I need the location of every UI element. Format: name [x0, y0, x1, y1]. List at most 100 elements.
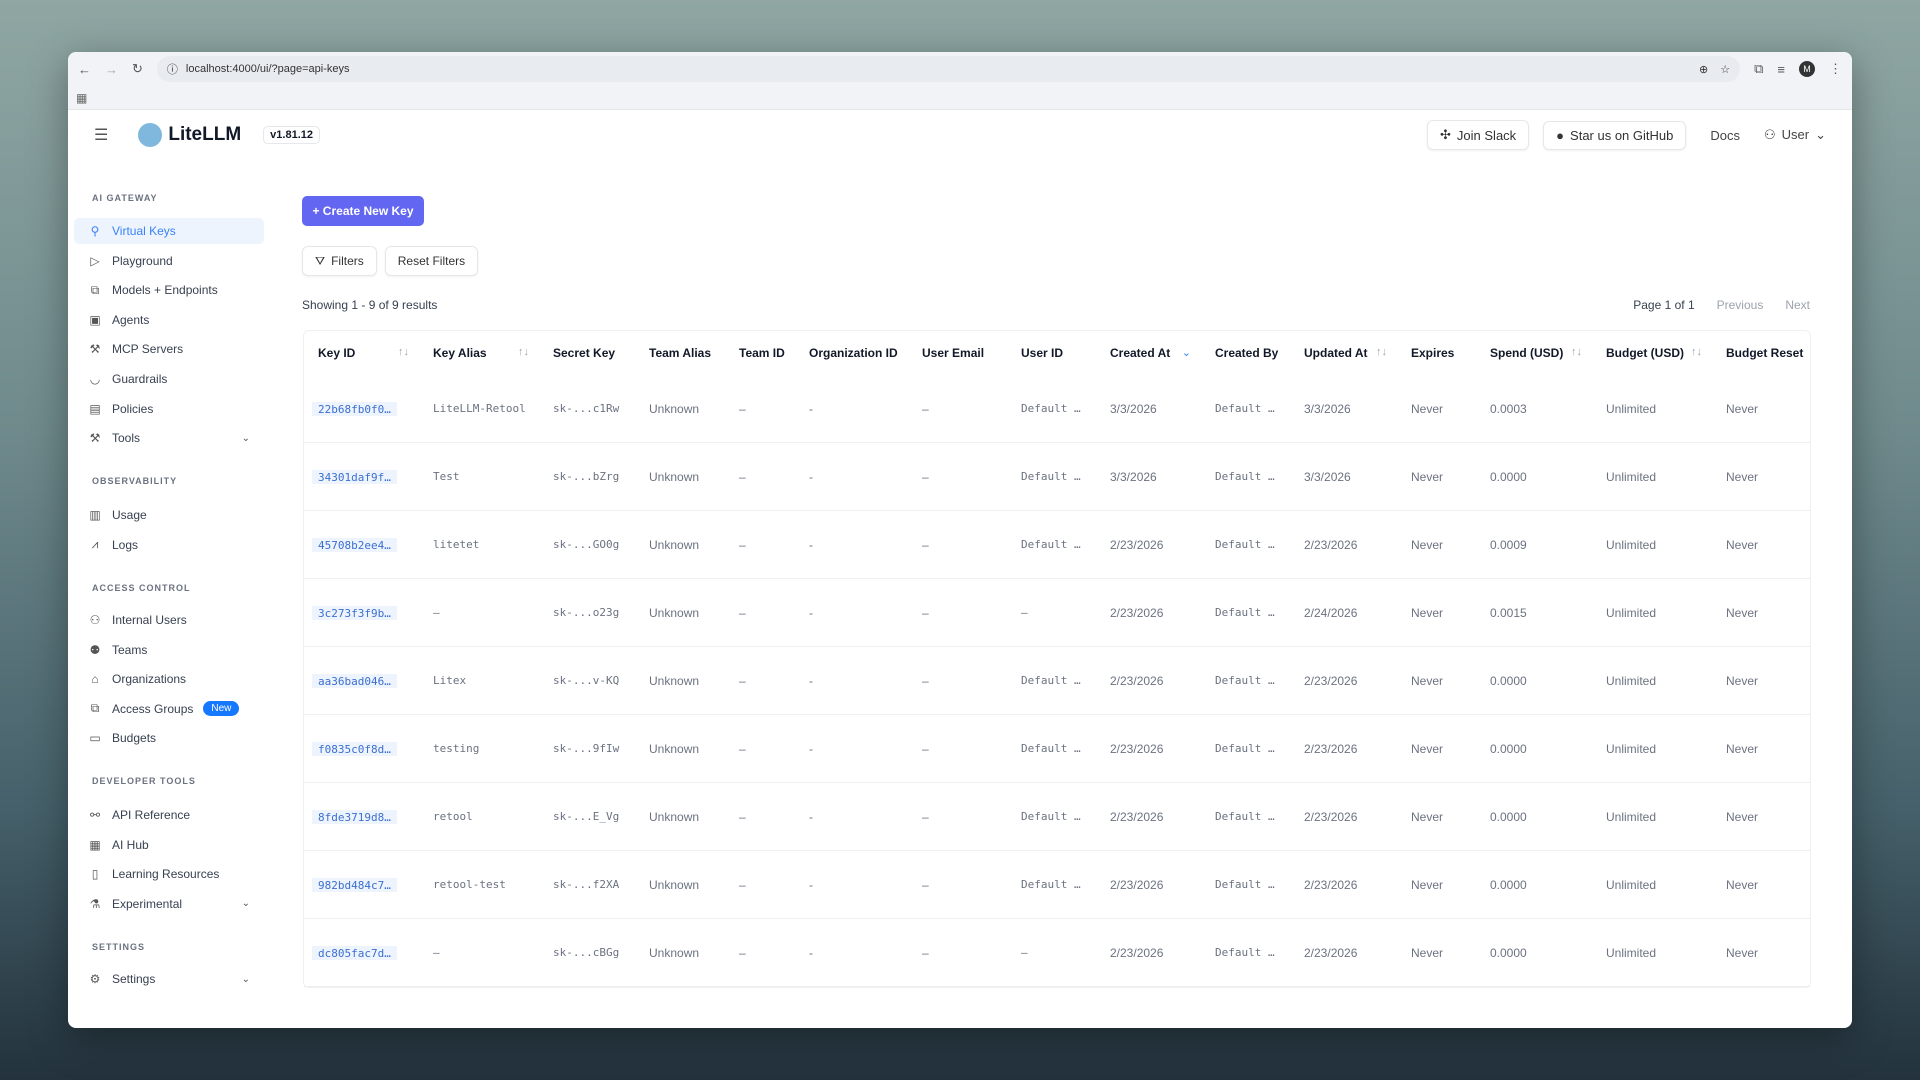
- sidebar-item-policies[interactable]: ▤ Policies: [74, 396, 264, 422]
- table-header: Key ID ↑↓ Key Alias ↑↓ Secret Key Team Alias T…: [304, 331, 1810, 375]
- key-id-link[interactable]: 982bd484c7…: [312, 877, 397, 892]
- updated-at-cell: 2/23/2026: [1304, 945, 1358, 960]
- organization-id-cell: -: [809, 469, 813, 484]
- sidebar-item-mcp-servers[interactable]: ⚒ MCP Servers: [74, 336, 264, 362]
- key-id-link[interactable]: f0835c0f8d…: [312, 741, 397, 756]
- apps-grid-icon[interactable]: ▦: [76, 90, 88, 105]
- team-alias-cell: Unknown: [649, 401, 700, 416]
- table-row[interactable]: aa36bad046… Litex sk-...v-KQ Unknown – - – Defa…: [304, 647, 1810, 715]
- table-row[interactable]: 22b68fb0f0… LiteLLM-Retool sk-...c1Rw Unkno…: [304, 375, 1810, 443]
- column-label: Spend (USD): [1490, 346, 1564, 360]
- sidebar-item-tools[interactable]: ⚒ Tools ⌄: [74, 425, 264, 451]
- reset-filters-button[interactable]: Reset Filters: [384, 246, 479, 276]
- sort-desc-icon[interactable]: ⌄: [1181, 347, 1191, 359]
- filters-label: Filters: [331, 254, 364, 268]
- zoom-icon[interactable]: ⊕: [1699, 63, 1709, 76]
- column-header[interactable]: Budget (USD) ↑↓: [1592, 346, 1712, 360]
- table-row[interactable]: 45708b2ee4… litetet sk-...GO0g Unknown – - – De…: [304, 511, 1810, 579]
- sidebar-item-usage[interactable]: ▥ Usage: [74, 502, 264, 528]
- sort-icon[interactable]: ↑↓: [518, 346, 529, 358]
- user-id-cell: Default …: [1021, 810, 1081, 823]
- column-header[interactable]: Key Alias ↑↓: [419, 346, 539, 360]
- sidebar-item-label: Guardrails: [112, 372, 168, 386]
- address-bar[interactable]: ⓘ localhost:4000/ui/?page=api-keys ⊕ ☆: [156, 56, 1741, 82]
- key-id-link[interactable]: dc805fac7d…: [312, 945, 397, 960]
- column-header[interactable]: Updated At ↑↓: [1290, 346, 1397, 360]
- table-row[interactable]: 34301daf9f… Test sk-...bZrg Unknown – - – Defau…: [304, 443, 1810, 511]
- column-header[interactable]: Spend (USD) ↑↓: [1476, 346, 1592, 360]
- profile-avatar[interactable]: M: [1799, 61, 1815, 77]
- table-row[interactable]: f0835c0f8d… testing sk-...9fIw Unknown – - – De…: [304, 715, 1810, 783]
- sidebar-item-models-endpoints[interactable]: ⧉ Models + Endpoints: [74, 277, 264, 303]
- secret-key-cell: sk-...GO0g: [553, 538, 620, 551]
- column-header[interactable]: Created At ⌄: [1096, 346, 1201, 360]
- key-alias-cell: LiteLLM-Retool: [433, 402, 526, 415]
- slack-icon: ✣: [1440, 127, 1451, 142]
- team-alias-cell: Unknown: [649, 945, 700, 960]
- sort-icon[interactable]: ↑↓: [1571, 346, 1582, 358]
- sidebar-item-learning-resources[interactable]: ▯ Learning Resources: [74, 861, 264, 887]
- sidebar-item-label: Teams: [112, 642, 148, 657]
- reload-icon[interactable]: ↻: [132, 61, 143, 76]
- menu-toggle-icon[interactable]: ☰: [94, 127, 109, 144]
- back-icon[interactable]: ←: [78, 61, 91, 77]
- gear-icon: ⚙: [89, 972, 101, 986]
- created-at-cell: 2/23/2026: [1110, 605, 1164, 620]
- site-info-icon[interactable]: ⓘ: [166, 64, 178, 76]
- forward-icon[interactable]: →: [105, 61, 118, 77]
- table-row[interactable]: 8fde3719d8… retool sk-...E_Vg Unknown – - – Def…: [304, 783, 1810, 851]
- team-id-cell: –: [739, 469, 746, 484]
- shield-icon: ◡: [89, 372, 101, 386]
- sort-icon[interactable]: ↑↓: [1691, 346, 1702, 358]
- next-button[interactable]: Next: [1785, 298, 1810, 312]
- table-row[interactable]: 3c273f3f9b… – sk-...o23g Unknown – - – – 2/23/20…: [304, 579, 1810, 647]
- key-id-link[interactable]: 45708b2ee4…: [312, 537, 397, 552]
- bookmark-star-icon[interactable]: ☆: [1720, 63, 1731, 76]
- filters-button[interactable]: ⛛ Filters: [302, 246, 377, 276]
- sidebar-item-api-reference[interactable]: ⚯ API Reference: [74, 802, 264, 828]
- key-id-link[interactable]: 34301daf9f…: [312, 469, 397, 484]
- sidebar-item-guardrails[interactable]: ◡ Guardrails: [74, 366, 264, 392]
- github-button[interactable]: ● Star us on GitHub: [1543, 120, 1687, 150]
- spend-cell: 0.0000: [1490, 877, 1527, 892]
- budget-reset-cell: Never: [1726, 809, 1759, 824]
- user-menu[interactable]: ⚇ User ⌄: [1764, 127, 1826, 143]
- key-id-link[interactable]: 8fde3719d8…: [312, 809, 397, 824]
- sidebar-item-experimental[interactable]: ⚗ Experimental ⌄: [74, 891, 264, 917]
- join-slack-button[interactable]: ✣ Join Slack: [1427, 120, 1530, 150]
- updated-at-cell: 2/23/2026: [1304, 809, 1358, 824]
- created-by-cell: Default …: [1215, 946, 1275, 959]
- sidebar-item-access-groups[interactable]: ⧉ Access Groups New: [74, 696, 264, 722]
- sidebar-item-organizations[interactable]: ⌂ Organizations: [74, 666, 264, 692]
- sidebar-item-agents[interactable]: ▣ Agents: [74, 307, 264, 333]
- column-header[interactable]: Key ID ↑↓: [304, 346, 419, 360]
- created-by-cell: Default …: [1215, 674, 1275, 687]
- sidebar-item-settings[interactable]: ⚙ Settings ⌄: [74, 966, 264, 992]
- media-icon[interactable]: ≡: [1777, 61, 1785, 77]
- sidebar-item-logs[interactable]: ⩘ Logs: [74, 532, 264, 558]
- spend-cell: 0.0000: [1490, 945, 1527, 960]
- created-at-cell: 3/3/2026: [1110, 401, 1157, 416]
- key-id-link[interactable]: 22b68fb0f0…: [312, 401, 397, 416]
- browser-menu-icon[interactable]: ⋮: [1829, 61, 1842, 76]
- sidebar-item-teams[interactable]: ⚉ Teams: [74, 637, 264, 663]
- table-row[interactable]: dc805fac7d… – sk-...cBGg Unknown – - – – 2/23/20…: [304, 919, 1810, 987]
- sort-icon[interactable]: ↑↓: [1376, 346, 1387, 358]
- key-id-link[interactable]: 3c273f3f9b…: [312, 605, 397, 620]
- sidebar-item-ai-hub[interactable]: ▦ AI Hub: [74, 832, 264, 858]
- keys-table: Key ID ↑↓ Key Alias ↑↓ Secret Key Team Alias T…: [303, 330, 1811, 988]
- sidebar-item-playground[interactable]: ▷ Playground: [74, 248, 264, 274]
- docs-link[interactable]: Docs: [1710, 127, 1740, 143]
- sidebar-item-internal-users[interactable]: ⚇ Internal Users: [74, 607, 264, 633]
- sort-icon[interactable]: ↑↓: [398, 346, 409, 358]
- create-new-key-button[interactable]: + Create New Key: [302, 196, 424, 226]
- key-id-link[interactable]: aa36bad046…: [312, 673, 397, 688]
- previous-button[interactable]: Previous: [1716, 298, 1764, 312]
- sidebar-item-virtual-keys[interactable]: ⚲ Virtual Keys: [74, 218, 264, 244]
- brand-logo[interactable]: LiteLLM: [138, 123, 241, 147]
- extensions-icon[interactable]: ⧉: [1754, 61, 1764, 76]
- table-row[interactable]: 982bd484c7… retool-test sk-...f2XA Unknown –…: [304, 851, 1810, 919]
- tool-icon: ⚒: [89, 342, 101, 357]
- sidebar-item-budgets[interactable]: ▭ Budgets: [74, 725, 264, 751]
- user-id-cell: Default …: [1021, 470, 1081, 483]
